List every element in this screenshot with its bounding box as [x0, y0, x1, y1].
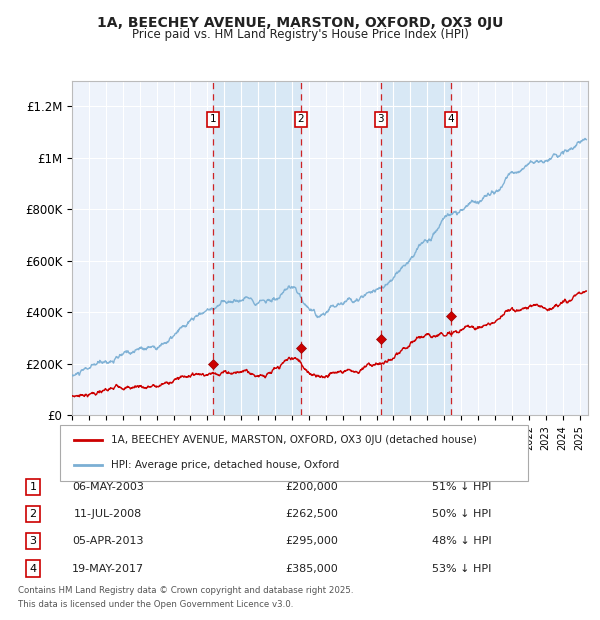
Text: Price paid vs. HM Land Registry's House Price Index (HPI): Price paid vs. HM Land Registry's House … [131, 28, 469, 41]
Text: 1A, BEECHEY AVENUE, MARSTON, OXFORD, OX3 0JU: 1A, BEECHEY AVENUE, MARSTON, OXFORD, OX3… [97, 16, 503, 30]
FancyBboxPatch shape [60, 425, 528, 480]
Text: 1: 1 [210, 114, 217, 124]
Text: 50% ↓ HPI: 50% ↓ HPI [432, 509, 491, 519]
Text: 05-APR-2013: 05-APR-2013 [72, 536, 144, 546]
Text: 1: 1 [29, 482, 37, 492]
Text: 11-JUL-2008: 11-JUL-2008 [74, 509, 142, 519]
Text: 4: 4 [29, 564, 37, 574]
Text: 4: 4 [448, 114, 454, 124]
Text: 19-MAY-2017: 19-MAY-2017 [72, 564, 144, 574]
Text: This data is licensed under the Open Government Licence v3.0.: This data is licensed under the Open Gov… [18, 600, 293, 609]
Text: Contains HM Land Registry data © Crown copyright and database right 2025.: Contains HM Land Registry data © Crown c… [18, 586, 353, 595]
Text: 2: 2 [29, 509, 37, 519]
Text: 06-MAY-2003: 06-MAY-2003 [72, 482, 144, 492]
Text: 3: 3 [377, 114, 384, 124]
Text: HPI: Average price, detached house, Oxford: HPI: Average price, detached house, Oxfo… [112, 460, 340, 470]
Text: £262,500: £262,500 [286, 509, 338, 519]
Text: 1A, BEECHEY AVENUE, MARSTON, OXFORD, OX3 0JU (detached house): 1A, BEECHEY AVENUE, MARSTON, OXFORD, OX3… [112, 435, 478, 445]
Text: 3: 3 [29, 536, 37, 546]
Text: 48% ↓ HPI: 48% ↓ HPI [432, 536, 491, 546]
Text: £295,000: £295,000 [286, 536, 338, 546]
Text: £385,000: £385,000 [286, 564, 338, 574]
Bar [381, 81, 451, 415]
Text: 53% ↓ HPI: 53% ↓ HPI [432, 564, 491, 574]
Bar [213, 81, 301, 415]
Text: 2: 2 [298, 114, 304, 124]
Text: £200,000: £200,000 [286, 482, 338, 492]
Text: 51% ↓ HPI: 51% ↓ HPI [432, 482, 491, 492]
